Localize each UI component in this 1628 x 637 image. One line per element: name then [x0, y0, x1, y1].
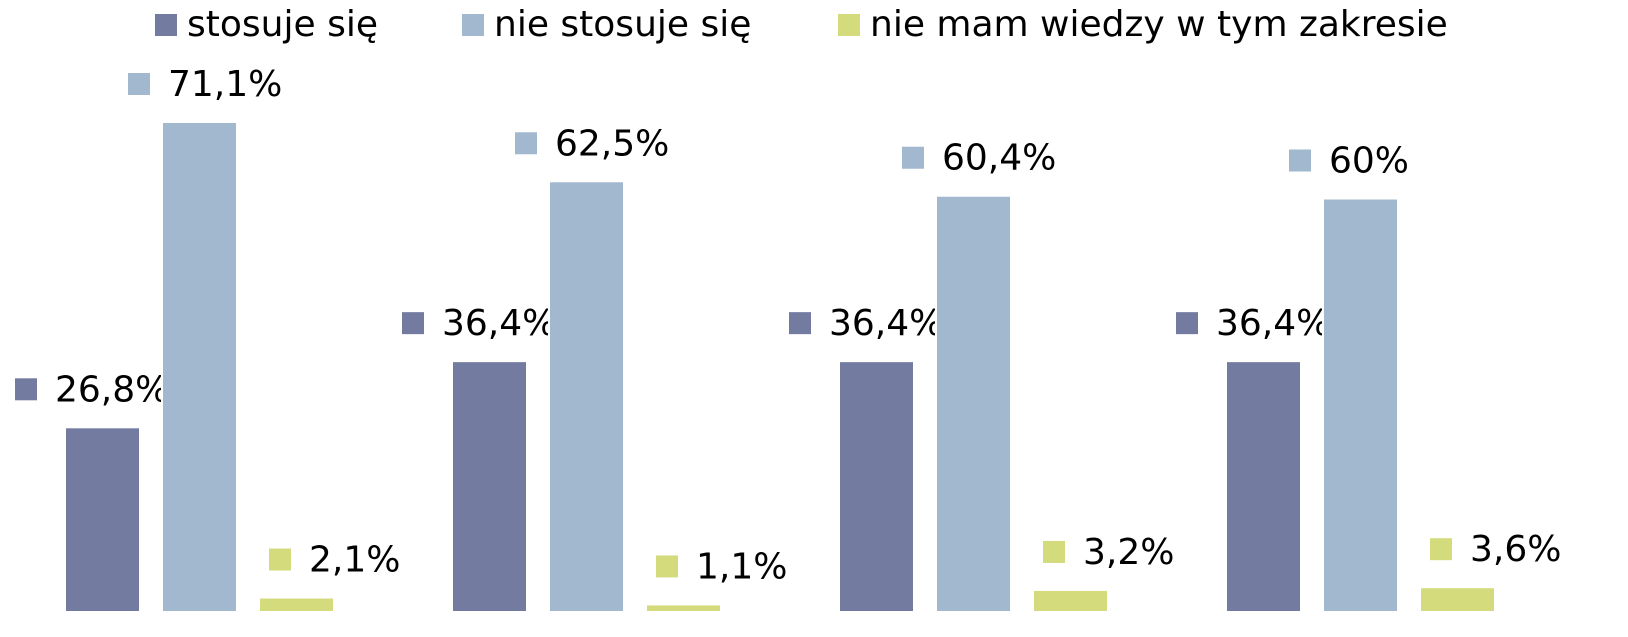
label-swatch	[789, 312, 811, 335]
label-swatch	[1043, 540, 1065, 563]
label-swatch	[15, 378, 37, 401]
label-swatch	[402, 312, 424, 335]
value-label: 26,8%	[55, 369, 169, 410]
label-swatch	[128, 73, 150, 95]
bar	[548, 180, 625, 613]
bar	[645, 603, 722, 614]
label-swatch	[515, 132, 537, 155]
label-swatch	[902, 146, 924, 169]
label-swatch	[656, 555, 678, 578]
legend-label: nie mam wiedzy w tym zakresie	[870, 4, 1448, 45]
bar	[161, 121, 238, 613]
value-label: 1,1%	[696, 546, 787, 587]
value-label: 60,4%	[942, 138, 1056, 179]
value-label: 60%	[1329, 140, 1409, 181]
value-label: 2,1%	[309, 540, 400, 581]
bar	[1225, 360, 1302, 613]
legend-swatch	[462, 14, 484, 36]
bar	[1032, 588, 1109, 613]
legend-swatch	[838, 14, 860, 36]
bar	[1322, 197, 1399, 613]
bar	[935, 194, 1012, 613]
label-swatch	[1430, 538, 1452, 561]
legend-swatch	[155, 14, 177, 36]
value-label: 62,5%	[555, 123, 669, 164]
bar	[838, 360, 915, 613]
value-label: 71,1%	[168, 64, 282, 105]
value-label: 3,6%	[1470, 529, 1561, 570]
value-label: 36,4%	[829, 303, 943, 344]
value-label: 36,4%	[442, 303, 556, 344]
value-label: 3,2%	[1083, 532, 1174, 573]
label-swatch	[1176, 312, 1198, 335]
bar	[64, 426, 141, 614]
value-label: 36,4%	[1216, 303, 1330, 344]
bar	[258, 596, 335, 613]
bar	[451, 360, 528, 613]
label-swatch	[269, 548, 291, 571]
legend-label: stosuje się	[187, 4, 378, 45]
bar	[1419, 586, 1496, 614]
label-swatch	[1289, 149, 1311, 172]
legend-label: nie stosuje się	[494, 4, 751, 45]
